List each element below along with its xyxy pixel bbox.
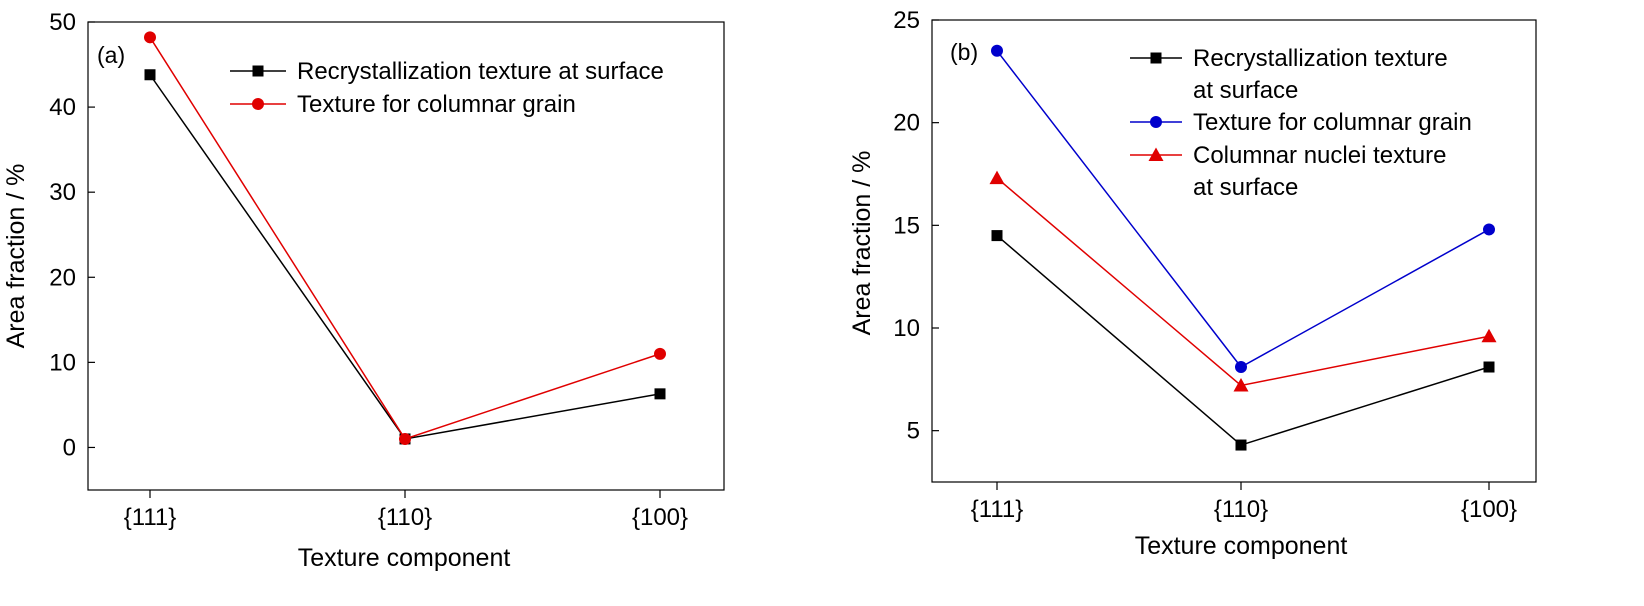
y-tick-label: 15 bbox=[893, 212, 920, 239]
data-point-circle bbox=[1235, 361, 1247, 373]
legend-marker-square bbox=[1151, 53, 1162, 64]
legend-label: Recrystallization texture bbox=[1193, 45, 1448, 72]
legend: Recrystallization texture at surface Text… bbox=[230, 58, 664, 118]
series-2 bbox=[990, 171, 1497, 392]
data-point-square bbox=[1484, 362, 1495, 373]
series-line bbox=[150, 75, 660, 439]
data-point-circle bbox=[144, 31, 156, 43]
legend-marker-square bbox=[253, 66, 264, 77]
legend-label-line2: at surface bbox=[1193, 174, 1298, 201]
panel-label: (b) bbox=[950, 39, 978, 65]
y-axis-title: Area fraction / % bbox=[848, 151, 876, 336]
legend: Recrystallization texture at surface Textu… bbox=[1130, 45, 1472, 201]
y-axis-title: Area fraction / % bbox=[2, 164, 30, 349]
data-point-triangle bbox=[990, 171, 1005, 185]
y-tick-label: 0 bbox=[63, 434, 76, 461]
data-point-circle bbox=[654, 348, 666, 360]
series-0 bbox=[145, 69, 666, 444]
data-point-square bbox=[992, 230, 1003, 241]
legend-label: Texture for columnar grain bbox=[1193, 109, 1472, 136]
x-tick-label: {111} bbox=[124, 504, 177, 531]
figure: 0 10 20 30 40 50 {111} {110} {100} Texture compon… bbox=[0, 0, 1644, 606]
x-tick-label: {100} bbox=[1461, 496, 1517, 523]
data-point-circle bbox=[1483, 223, 1495, 235]
x-tick-label: {110} bbox=[378, 504, 432, 531]
legend-marker-circle bbox=[1150, 116, 1162, 128]
data-point-circle bbox=[399, 433, 411, 445]
x-tick-label: {110} bbox=[1214, 496, 1268, 523]
y-tick-label: 10 bbox=[49, 349, 76, 376]
legend-marker-circle bbox=[252, 98, 264, 110]
y-tick-label: 10 bbox=[893, 315, 920, 342]
x-axis-title: Texture component bbox=[298, 544, 511, 572]
data-point-square bbox=[655, 388, 666, 399]
data-point-circle bbox=[991, 45, 1003, 57]
legend-label: Texture for columnar grain bbox=[297, 91, 576, 118]
y-tick-label: 20 bbox=[893, 110, 920, 137]
series-line bbox=[997, 236, 1489, 445]
data-point-triangle bbox=[1482, 329, 1497, 343]
legend-label: Columnar nuclei texture bbox=[1193, 142, 1446, 169]
y-tick-label: 30 bbox=[49, 179, 76, 206]
data-point-square bbox=[145, 69, 156, 80]
y-tick-label: 20 bbox=[49, 264, 76, 291]
x-tick-label: {111} bbox=[971, 496, 1024, 523]
y-tick-label: 50 bbox=[49, 9, 76, 36]
series-line bbox=[997, 178, 1489, 385]
legend-label: Recrystallization texture at surface bbox=[297, 58, 664, 85]
data-point-square bbox=[1236, 440, 1247, 451]
legend-label-line2: at surface bbox=[1193, 77, 1298, 104]
x-axis-title: Texture component bbox=[1135, 532, 1348, 560]
y-tick-label: 25 bbox=[893, 7, 920, 34]
panel-label: (a) bbox=[97, 42, 125, 68]
y-tick-label: 5 bbox=[907, 418, 920, 445]
chart-panel-b: 5 10 15 20 25 {111} {110} {100} Texture componen… bbox=[848, 7, 1536, 560]
chart-panel-a: 0 10 20 30 40 50 {111} {110} {100} Texture compon… bbox=[2, 9, 724, 572]
y-tick-label: 40 bbox=[49, 94, 76, 121]
series-0 bbox=[992, 230, 1495, 450]
x-tick-label: {100} bbox=[632, 504, 688, 531]
